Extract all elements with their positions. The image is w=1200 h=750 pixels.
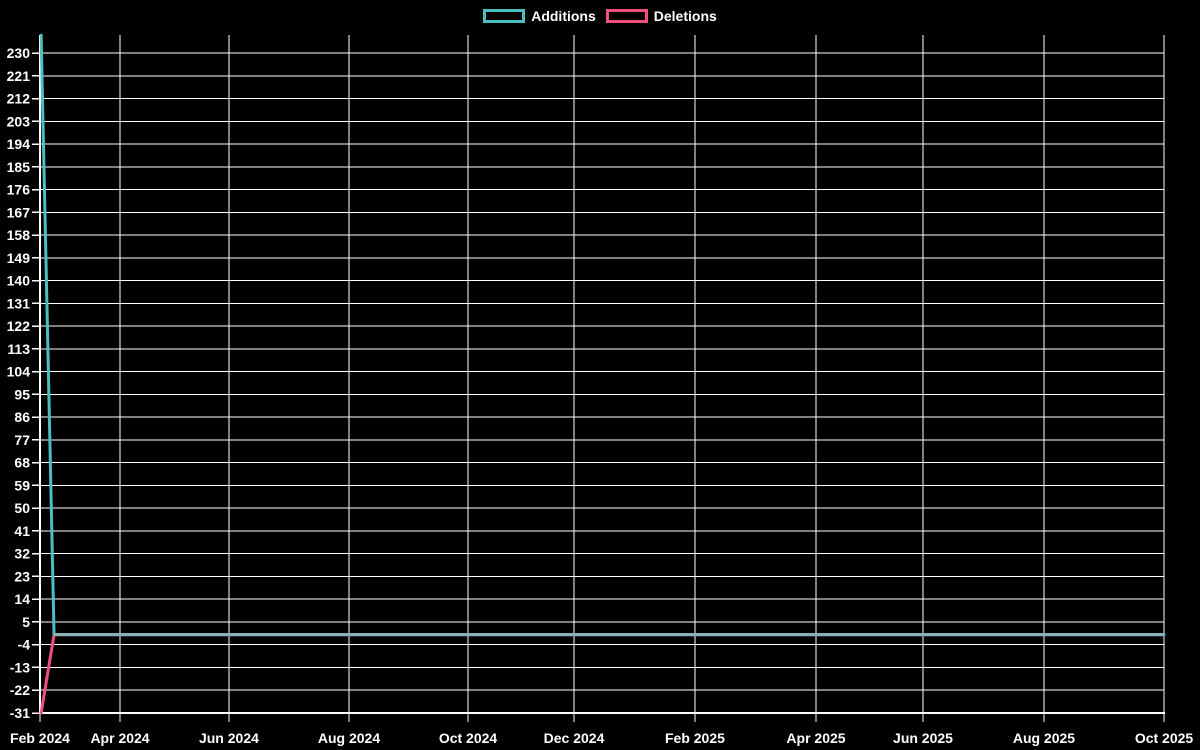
legend-item-deletions[interactable]: Deletions: [605, 8, 717, 24]
x-tick-label: Apr 2024: [90, 730, 149, 746]
legend-item-additions[interactable]: Additions: [483, 9, 596, 23]
deletions-swatch-icon: [605, 9, 648, 23]
y-tick-label: 14: [14, 591, 30, 607]
x-tick-label: Dec 2024: [544, 730, 605, 746]
y-tick-label: 221: [7, 68, 31, 84]
y-tick-label: 113: [7, 341, 30, 357]
y-tick-label: -13: [10, 659, 30, 675]
y-tick-label: 140: [7, 273, 31, 289]
x-tick-label: Feb 2024: [10, 730, 70, 746]
y-tick-label: 131: [7, 295, 31, 311]
y-tick-label: -22: [10, 682, 30, 698]
y-tick-label: 23: [14, 568, 30, 584]
x-tick-label: Oct 2025: [1135, 730, 1194, 746]
y-tick-label: 104: [7, 364, 31, 380]
deletions-line: [39, 633, 1166, 715]
x-tick-label: Oct 2024: [439, 730, 498, 746]
y-tick-label: 158: [7, 227, 31, 243]
legend-label-additions: Additions: [531, 8, 596, 24]
x-tick-label: Jun 2024: [199, 730, 259, 746]
y-tick-label: 77: [14, 432, 30, 448]
y-tick-label: 230: [7, 45, 31, 61]
x-tick-label: Aug 2024: [318, 730, 380, 746]
x-tick-label: Feb 2025: [665, 730, 725, 746]
y-tick-label: 32: [14, 546, 30, 562]
additions-swatch-icon: [483, 9, 526, 23]
x-tick-label: Aug 2025: [1013, 730, 1075, 746]
y-tick-label: 185: [7, 159, 31, 175]
y-tick-label: -31: [10, 705, 30, 721]
y-tick-label: 59: [14, 477, 30, 493]
y-tick-label: 212: [7, 91, 31, 107]
y-tick-label: 203: [7, 113, 31, 129]
y-tick-label: 86: [14, 409, 30, 425]
y-tick-label: -4: [18, 637, 31, 653]
x-tick-label: Apr 2025: [786, 730, 845, 746]
y-tick-label: 5: [22, 614, 30, 630]
y-tick-label: 50: [14, 500, 30, 516]
y-tick-label: 149: [7, 250, 31, 266]
legend-label-deletions: Deletions: [653, 8, 717, 24]
y-tick-label: 41: [14, 523, 30, 539]
y-tick-label: 176: [7, 182, 31, 198]
x-tick-label: Jun 2025: [893, 730, 953, 746]
y-tick-label: 122: [7, 318, 31, 334]
y-tick-label: 95: [14, 386, 30, 402]
additions-line: [39, 33, 1166, 637]
y-tick-label: 194: [7, 136, 31, 152]
y-tick-label: 68: [14, 455, 30, 471]
y-tick-label: 167: [7, 204, 31, 220]
chart-legend: Additions Deletions: [0, 9, 1200, 23]
